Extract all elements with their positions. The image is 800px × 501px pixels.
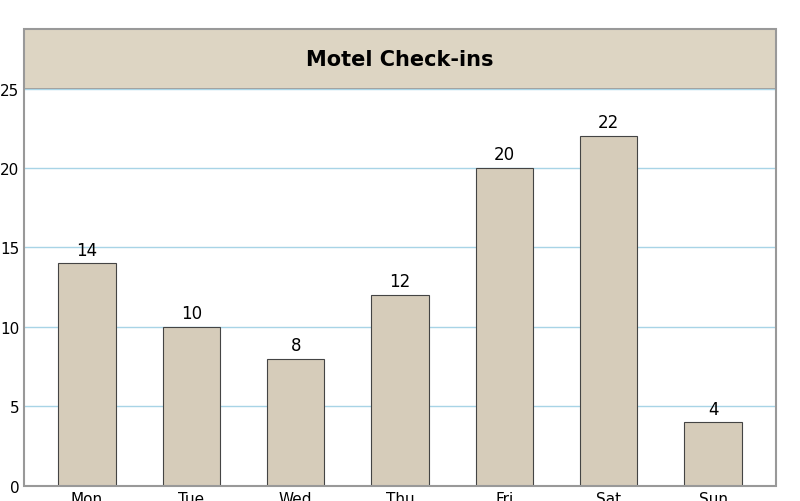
Text: 22: 22: [598, 114, 619, 132]
Bar: [580, 137, 638, 486]
Text: Motel Check-ins: Motel Check-ins: [306, 50, 494, 70]
Bar: [685, 422, 742, 486]
Text: 20: 20: [494, 146, 515, 164]
Bar: [162, 327, 220, 486]
Text: 8: 8: [290, 336, 301, 354]
Text: 12: 12: [390, 273, 410, 291]
Bar: [58, 264, 115, 486]
Text: 10: 10: [181, 305, 202, 323]
Bar: [371, 296, 429, 486]
Text: 14: 14: [76, 241, 98, 259]
Text: 4: 4: [708, 400, 718, 418]
Bar: [476, 169, 533, 486]
Bar: [267, 359, 324, 486]
